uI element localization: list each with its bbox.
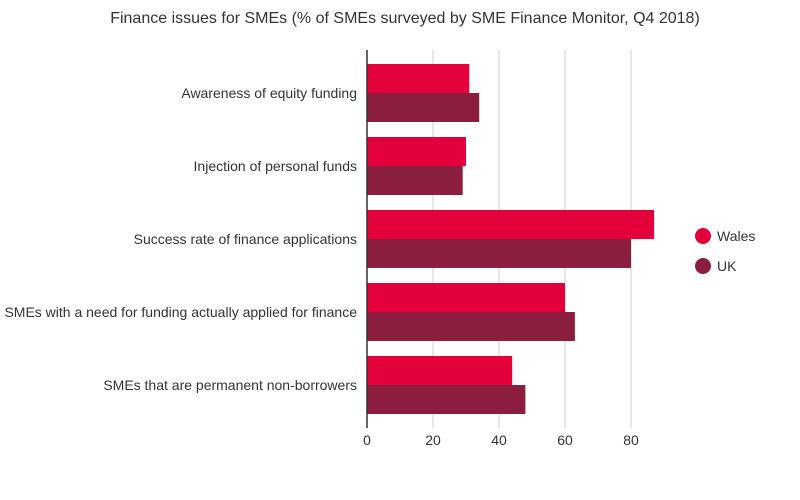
chart-title: Finance issues for SMEs (% of SMEs surve… [110,10,700,27]
legend-label-wales: Wales [717,228,755,244]
x-tick-label: 20 [425,432,441,448]
legend-swatch-uk [695,258,711,274]
bar-uk [367,312,575,341]
category-label: SMEs with a need for funding actually ap… [4,304,357,320]
x-tick-label: 40 [491,432,507,448]
category-label: Awareness of equity funding [181,85,357,101]
legend: Wales UK [695,228,755,274]
category-label: SMEs that are permanent non-borrowers [103,377,357,393]
bar-wales [367,210,655,239]
bar-uk [367,239,631,268]
x-tick-labels: 0 20 40 60 80 [363,432,639,448]
bar-wales [367,64,470,93]
bar-wales [367,356,513,385]
x-tick-label: 60 [557,432,573,448]
x-tick-label: 0 [363,432,371,448]
bar-uk [367,93,480,122]
bar-wales [367,283,565,312]
category-label: Success rate of finance applications [134,231,357,247]
bar-wales [367,137,466,166]
bar-uk [367,385,526,414]
legend-label-uk: UK [717,258,737,274]
bars [367,64,655,414]
x-tick-label: 80 [623,432,639,448]
category-labels: Awareness of equity funding Injection of … [4,85,357,393]
legend-swatch-wales [695,228,711,244]
category-label: Injection of personal funds [194,158,357,174]
bar-uk [367,166,463,195]
